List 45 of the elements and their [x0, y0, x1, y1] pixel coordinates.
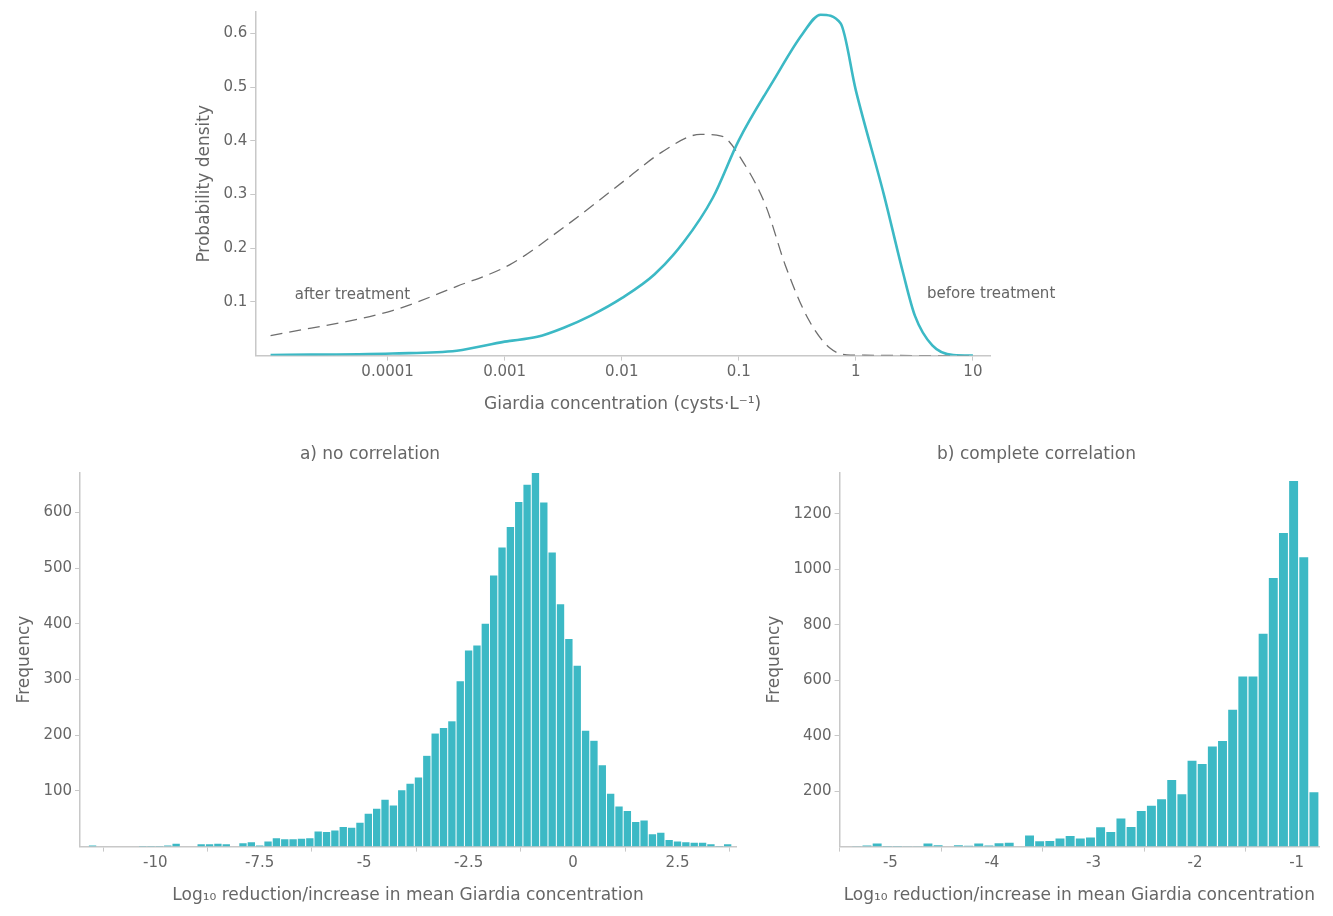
x-tick-label: 10 [963, 362, 983, 381]
y-tick-label: 400 [802, 725, 832, 744]
y-axis-title: Probability density [192, 105, 213, 263]
x-tick-label: -1 [1289, 853, 1305, 872]
x-tick-label: -3 [1086, 853, 1101, 872]
y-tick-label: 1200 [793, 503, 832, 522]
y-tick-label: 400 [43, 613, 73, 632]
x-tick-label: 0.01 [605, 362, 639, 381]
y-tick-label: 600 [802, 670, 832, 689]
x-tick-label: 0.0001 [361, 362, 414, 381]
x-tick-label: -2 [1187, 853, 1203, 872]
y-tick-label: 600 [43, 502, 73, 521]
x-axis-title: Giardia concentration (cysts·L⁻¹) [484, 393, 762, 414]
y-tick-label: 500 [43, 558, 73, 577]
series-label: before treatment [926, 283, 1056, 302]
x-tick-label: 0.1 [726, 362, 751, 381]
y-tick-label: 0.3 [223, 184, 248, 203]
y-axis-title: Frequency [762, 615, 783, 704]
y-tick-label: 0.4 [223, 130, 248, 149]
y-tick-label: 0.6 [223, 23, 248, 42]
x-tick-label: -5 [882, 853, 898, 872]
x-tick-label: -2.5 [453, 853, 484, 872]
x-tick-label: -7.5 [245, 853, 275, 872]
y-tick-label: 0.5 [223, 77, 248, 96]
x-tick-label: -4 [984, 853, 1000, 872]
x-tick-label: 0 [568, 853, 578, 872]
chart-title: b) complete correlation [937, 442, 1136, 463]
y-tick-label: 1000 [793, 559, 832, 578]
x-tick-label: 2.5 [665, 853, 690, 872]
x-axis-title: Log₁₀ reduction/increase in mean Giardia concentration [172, 884, 644, 905]
y-tick-label: 100 [43, 780, 73, 799]
x-tick-label: 1 [851, 362, 861, 381]
y-tick-label: 0.2 [223, 238, 248, 257]
y-tick-label: 0.1 [223, 291, 248, 310]
x-tick-label: -5 [356, 853, 372, 872]
x-axis-title: Log₁₀ reduction/increase in mean Giardia concentration [843, 884, 1315, 905]
y-tick-label: 200 [43, 725, 73, 744]
y-tick-label: 800 [802, 614, 832, 633]
y-tick-label: 300 [43, 669, 73, 688]
y-tick-label: 200 [802, 781, 832, 800]
x-tick-label: -10 [142, 853, 168, 872]
x-tick-label: 0.001 [483, 362, 527, 381]
chart-title: a) no correlation [299, 442, 441, 463]
series-label: after treatment [294, 285, 411, 304]
y-axis-title: Frequency [12, 615, 33, 704]
